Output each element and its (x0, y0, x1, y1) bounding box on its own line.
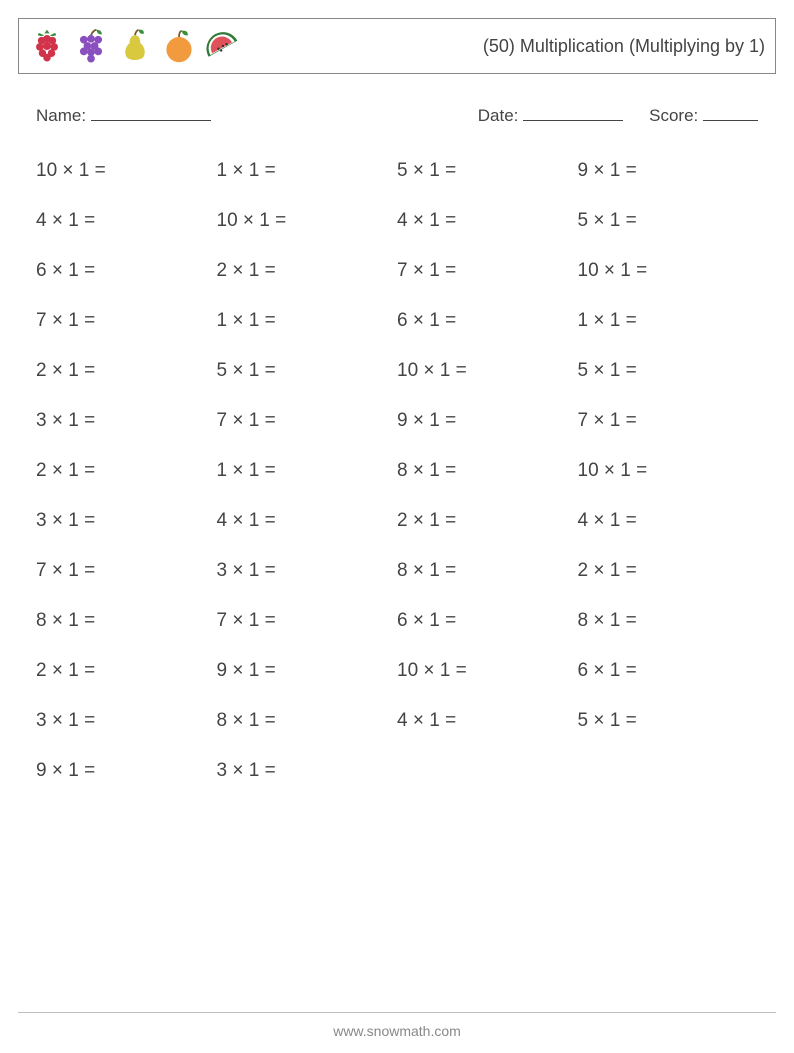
problem-cell: 8 × 1 = (36, 610, 217, 632)
problem-cell: 4 × 1 = (217, 510, 398, 532)
problem-cell: 5 × 1 = (217, 360, 398, 382)
raspberry-icon (29, 28, 65, 64)
problem-cell: 2 × 1 = (36, 660, 217, 682)
header-box: (50) Multiplication (Multiplying by 1) (18, 18, 776, 74)
problem-cell: 10 × 1 = (397, 660, 578, 682)
info-right: Date: Score: (478, 102, 758, 126)
problem-cell: 3 × 1 = (217, 560, 398, 582)
problem-cell: 8 × 1 = (397, 560, 578, 582)
name-label: Name: (36, 106, 86, 125)
problem-cell: 4 × 1 = (578, 510, 759, 532)
problem-cell: 10 × 1 = (578, 460, 759, 482)
date-field: Date: (478, 102, 623, 126)
problem-cell: 9 × 1 = (217, 660, 398, 682)
problem-cell: 4 × 1 = (397, 210, 578, 232)
problem-cell: 3 × 1 = (36, 410, 217, 432)
score-blank[interactable] (703, 102, 758, 121)
score-label: Score: (649, 106, 698, 125)
footer-url: www.snowmath.com (0, 1023, 794, 1039)
footer: www.snowmath.com (0, 1012, 794, 1039)
problem-cell: 4 × 1 = (397, 710, 578, 732)
name-blank[interactable] (91, 102, 211, 121)
problem-cell: 10 × 1 = (578, 260, 759, 282)
problem-cell: 5 × 1 = (578, 360, 759, 382)
date-label: Date: (478, 106, 519, 125)
problem-cell: 6 × 1 = (578, 660, 759, 682)
problem-cell: 5 × 1 = (397, 160, 578, 182)
name-field: Name: (36, 102, 211, 126)
problem-cell: 6 × 1 = (397, 610, 578, 632)
problem-cell: 10 × 1 = (36, 160, 217, 182)
worksheet-page: (50) Multiplication (Multiplying by 1) N… (0, 0, 794, 1053)
problem-cell: 8 × 1 = (397, 460, 578, 482)
problem-cell: 1 × 1 = (217, 160, 398, 182)
problem-cell: 2 × 1 = (578, 560, 759, 582)
problem-cell: 6 × 1 = (397, 310, 578, 332)
problem-cell: 8 × 1 = (217, 710, 398, 732)
worksheet-title: (50) Multiplication (Multiplying by 1) (483, 36, 765, 57)
problem-cell: 3 × 1 = (36, 510, 217, 532)
problem-cell: 10 × 1 = (217, 210, 398, 232)
problem-cell: 1 × 1 = (578, 310, 759, 332)
problem-cell: 3 × 1 = (217, 760, 398, 782)
problem-cell: 1 × 1 = (217, 310, 398, 332)
problem-cell: 9 × 1 = (397, 410, 578, 432)
watermelon-icon (205, 28, 241, 64)
grapes-icon (73, 28, 109, 64)
problem-cell: 10 × 1 = (397, 360, 578, 382)
pear-icon (117, 28, 153, 64)
problem-cell: 2 × 1 = (217, 260, 398, 282)
problem-cell: 7 × 1 = (397, 260, 578, 282)
problem-cell: 2 × 1 = (36, 460, 217, 482)
problem-cell: 7 × 1 = (217, 410, 398, 432)
problem-cell: 4 × 1 = (36, 210, 217, 232)
problem-cell: 9 × 1 = (578, 160, 759, 182)
fruit-row (29, 28, 241, 64)
problem-cell: 7 × 1 = (36, 560, 217, 582)
score-field: Score: (649, 102, 758, 126)
date-blank[interactable] (523, 102, 623, 121)
footer-divider (18, 1012, 776, 1013)
info-left: Name: (36, 102, 211, 126)
problems-grid: 10 × 1 =1 × 1 =5 × 1 =9 × 1 =4 × 1 =10 ×… (36, 160, 758, 782)
problem-cell: 7 × 1 = (217, 610, 398, 632)
info-row: Name: Date: Score: (36, 102, 758, 126)
problem-cell: 3 × 1 = (36, 710, 217, 732)
problem-cell: 2 × 1 = (36, 360, 217, 382)
problem-cell (397, 760, 578, 782)
problem-cell: 7 × 1 = (36, 310, 217, 332)
problem-cell: 2 × 1 = (397, 510, 578, 532)
problem-cell: 9 × 1 = (36, 760, 217, 782)
problem-cell (578, 760, 759, 782)
problem-cell: 6 × 1 = (36, 260, 217, 282)
orange-icon (161, 28, 197, 64)
problem-cell: 7 × 1 = (578, 410, 759, 432)
problem-cell: 5 × 1 = (578, 210, 759, 232)
problem-cell: 1 × 1 = (217, 460, 398, 482)
problem-cell: 8 × 1 = (578, 610, 759, 632)
problem-cell: 5 × 1 = (578, 710, 759, 732)
